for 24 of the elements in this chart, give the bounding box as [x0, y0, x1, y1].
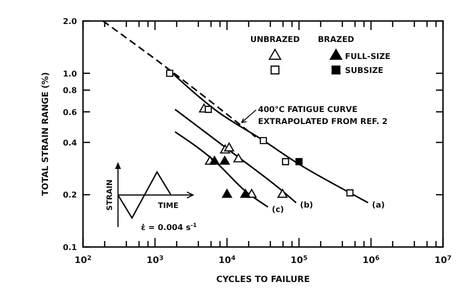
y-tick-label: 0.6: [62, 108, 78, 117]
legend-label: FULL-SIZE: [345, 52, 390, 61]
annotation: BRAZED: [318, 35, 355, 44]
y-tick-label: 0.8: [62, 86, 78, 96]
annotation: 400°C FATIGUE CURVE EXTRAPOLATED FROM REF. 2: [258, 105, 388, 126]
y-tick-label: 0.2: [62, 190, 77, 200]
x-tick-label: 10$^{4}$: [218, 254, 236, 266]
legend-label: SUBSIZE: [345, 66, 384, 75]
annotation: (b): [300, 200, 314, 210]
x-tick-label: 10$^{5}$: [290, 254, 308, 266]
y-axis-title: TOTAL STRAIN RANGE (%): [41, 72, 51, 196]
x-tick-label: 10$^{2}$: [74, 254, 92, 266]
y-tick-label: 0.1: [62, 243, 78, 252]
annotation: UNBRAZED: [250, 35, 300, 44]
x-axis-title: CYCLES TO FAILURE: [216, 275, 310, 285]
y-tick-label: 0.4: [62, 138, 78, 148]
annotation: ε̇ = 0.004 s$^{-1}$: [141, 222, 197, 232]
x-tick-label: 10$^{3}$: [146, 254, 164, 266]
x-tick-label: 10$^{7}$: [434, 254, 452, 266]
y-tick-label: 1.0: [62, 69, 78, 78]
x-tick-label: 10$^{6}$: [362, 254, 380, 266]
y-tick-label: 2.0: [62, 17, 78, 26]
annotation: (a): [372, 200, 385, 210]
annotation: (c): [272, 204, 284, 214]
